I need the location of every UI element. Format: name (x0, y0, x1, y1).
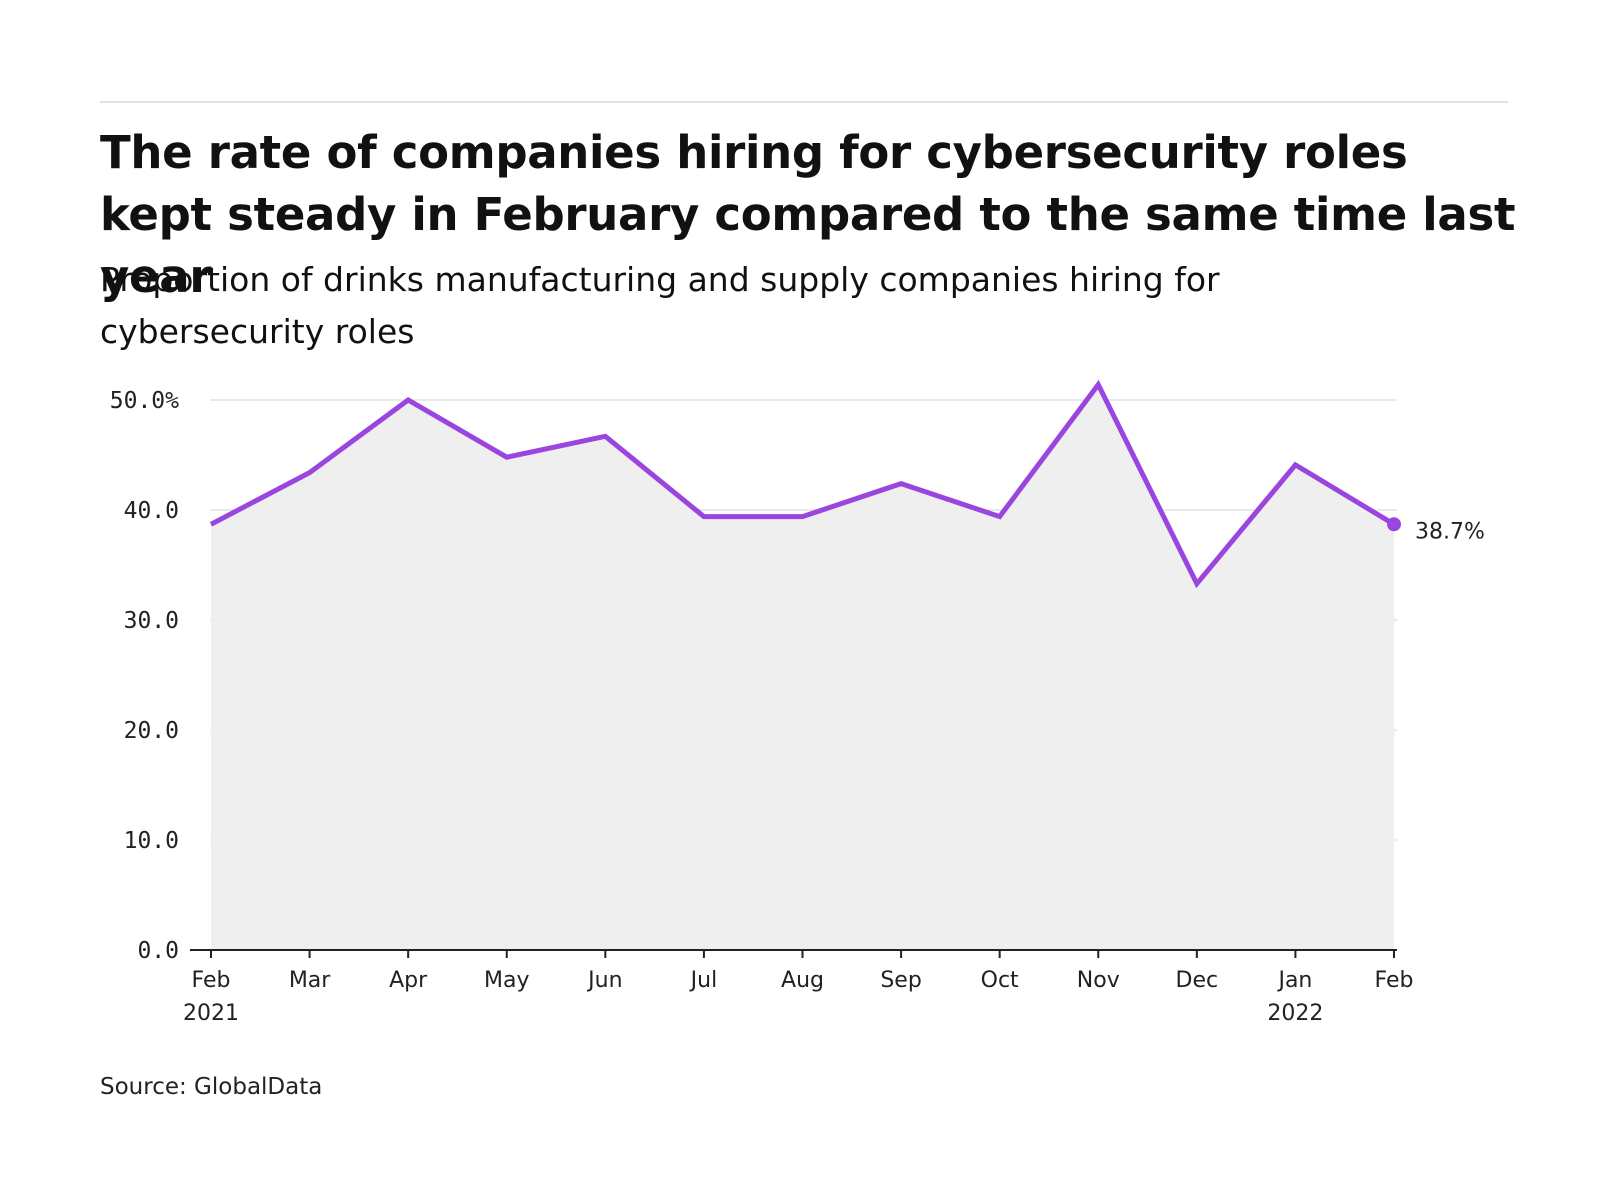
series-line (209, 379, 1396, 589)
x-tick-label: Jan (1276, 968, 1312, 993)
chart-title: The rate of companies hiring for cyberse… (100, 126, 1516, 303)
x-tick-label: Feb (1375, 968, 1414, 993)
x-tick-label: Jun (586, 968, 622, 993)
y-tick-label: 0.0 (137, 938, 179, 964)
x-tick-label: Oct (981, 968, 1019, 993)
area-fill (211, 384, 1394, 951)
y-tick-label: 20.0 (124, 718, 179, 744)
y-tick-label: 40.0 (124, 498, 179, 524)
x-tick-label: May (484, 968, 529, 993)
chart-subtitle: Proportion of drinks manufacturing and s… (100, 260, 1220, 351)
area-fill-layer (211, 384, 1394, 951)
end-point-marker (1387, 517, 1401, 532)
x-tick-label: Aug (781, 968, 824, 993)
x-tick-label: Mar (289, 968, 331, 993)
x-tick-year-label: 2021 (183, 1001, 239, 1026)
y-tick-label: 30.0 (124, 608, 179, 634)
x-tick-label: Feb (192, 968, 231, 993)
x-tick-label: Nov (1077, 968, 1120, 993)
y-tick-label: 10.0 (124, 828, 179, 854)
y-tick-label: 50.0% (110, 388, 179, 414)
top-divider (100, 101, 1508, 103)
series-layer (209, 379, 1401, 589)
source-note: Source: GlobalData (100, 1074, 323, 1100)
axes (190, 949, 1397, 958)
x-tick-year-label: 2022 (1267, 1001, 1323, 1026)
x-tick-label: Dec (1176, 968, 1219, 993)
tick-labels: 0.0 10.0 20.0 30.0 40.0 50.0% Feb 2021 Mar Apr May… (110, 388, 1485, 1026)
end-value-label: 38.7% (1415, 519, 1485, 544)
x-tick-label: Apr (389, 968, 428, 993)
x-tick-label: Sep (880, 968, 921, 993)
x-tick-label: Jul (689, 968, 718, 993)
